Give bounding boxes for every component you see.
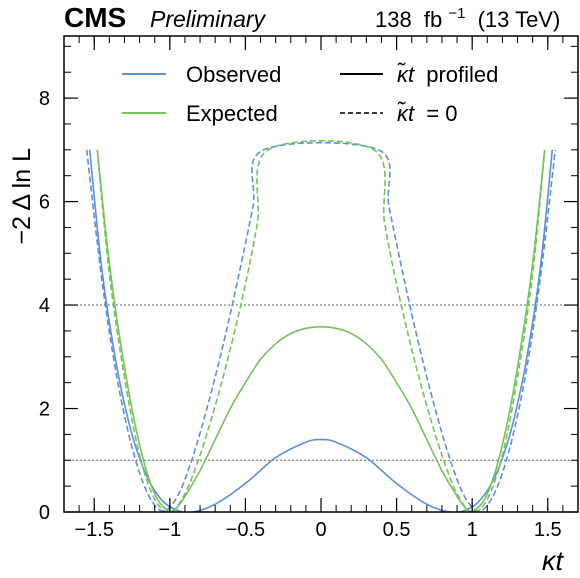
status-label: Preliminary (150, 6, 267, 32)
x-tick-label: −0.5 (226, 519, 265, 541)
series-expected-dashed (96, 140, 546, 512)
luminosity-exponent: −1 (448, 5, 465, 22)
legend: Observed Expected κ̃t profiled κ̃t = 0 (122, 62, 498, 126)
luminosity-unit: fb (424, 7, 442, 32)
luminosity-label: 138 fb −1 (13 TeV) (375, 0, 560, 32)
plot-frame (63, 35, 579, 513)
reference-lines (64, 304, 578, 461)
experiment-label: CMS (64, 2, 126, 33)
x-tick-label: 1.5 (534, 519, 562, 541)
legend-label-profiled: κ̃t profiled (397, 62, 498, 87)
x-tick-label: −1 (158, 519, 181, 541)
legend-symbol-profiled: κ̃t (397, 62, 415, 87)
x-axis-label: κt (542, 546, 565, 576)
legend-text-profiled: profiled (426, 62, 498, 87)
x-tick-label: 0 (315, 519, 326, 541)
y-tick-label: 6 (39, 192, 50, 214)
legend-symbol-zero: κ̃t (397, 101, 415, 126)
axis-ticks (63, 36, 579, 513)
luminosity-value: 138 (375, 7, 412, 32)
series-expected-solid (96, 149, 546, 512)
axis-tick-labels: −1.5 −1 −0.5 0 0.5 1 1.5 0 2 4 6 8 (39, 88, 562, 541)
y-axis-label: −2 Δ ln L (8, 148, 36, 245)
legend-label-observed: Observed (186, 62, 281, 87)
legend-label-expected: Expected (186, 101, 278, 126)
x-tick-label: −1.5 (74, 519, 113, 541)
series-observed-solid (88, 149, 554, 512)
y-tick-label: 0 (39, 502, 50, 524)
curves (85, 140, 557, 512)
y-tick-label: 2 (39, 399, 50, 421)
legend-label-zero: κ̃t = 0 (397, 101, 457, 126)
y-tick-label: 8 (39, 88, 50, 110)
legend-text-zero: = 0 (426, 101, 457, 126)
series-observed-dashed (85, 141, 557, 512)
energy-label: (13 TeV) (478, 7, 561, 32)
x-tick-label: 1 (467, 519, 478, 541)
y-tick-label: 4 (39, 295, 50, 317)
x-tick-label: 0.5 (383, 519, 411, 541)
